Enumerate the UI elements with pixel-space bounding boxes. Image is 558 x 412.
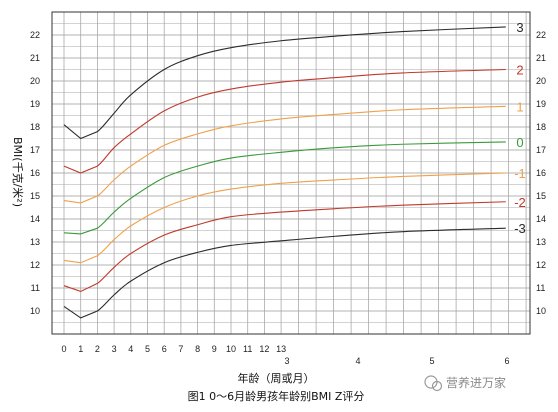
z-label-1: 1 (516, 99, 523, 114)
y-tick-label: 20 (30, 76, 40, 86)
x-tick-week: 4 (128, 344, 133, 354)
series-line-z3 (63, 26, 506, 140)
y-tick-label: 15 (30, 191, 40, 201)
series-line-z-1 (63, 172, 506, 264)
y-axis-label: BMI(千克/米²) (11, 137, 24, 207)
y-tick-label: 11 (31, 283, 40, 293)
z-score-labels: 3 2 1 0 -1 -2 -3 (514, 20, 526, 236)
x-tick-week: 13 (276, 344, 286, 354)
x-tick-week: 1 (78, 344, 83, 354)
y-tick-label-right: 14 (536, 214, 546, 224)
y-tick-label: 13 (30, 237, 40, 247)
x-tick-week: 3 (112, 344, 117, 354)
series-group (63, 26, 506, 319)
x-axis-label: 年龄（周或月） (238, 371, 315, 385)
watermark-text: 营养进万家 (446, 375, 506, 390)
y-tick-label-right: 22 (536, 30, 546, 40)
z-label-3: 3 (516, 20, 523, 35)
x-tick-week: 12 (259, 344, 269, 354)
y-tick-label-right: 19 (536, 99, 546, 109)
y-tick-label-right: 21 (536, 53, 546, 63)
x-tick-month: 4 (355, 356, 360, 366)
y-tick-label: 18 (30, 122, 40, 132)
y-tick-label-right: 20 (536, 76, 546, 86)
y-tick-label: 19 (30, 99, 40, 109)
x-tick-month: 5 (429, 356, 434, 366)
wechat-icon-inner (431, 380, 443, 392)
y-tick-label-right: 11 (536, 283, 545, 293)
grid (52, 11, 530, 335)
y-tick-label-right: 17 (536, 145, 546, 155)
series-line-z-2 (63, 201, 506, 293)
x-tick-week: 11 (243, 344, 252, 354)
y-tick-label-right: 12 (536, 260, 546, 270)
y-tick-label: 12 (30, 260, 40, 270)
figure-caption: 图1 0～6月龄男孩年龄别BMI Z评分 (188, 389, 365, 403)
x-tick-week: 7 (178, 344, 183, 354)
series-line-z-3 (63, 227, 506, 319)
watermark: 营养进万家 (424, 375, 506, 392)
x-tick-week: 9 (212, 344, 217, 354)
x-tick-month: 3 (284, 356, 289, 366)
x-tick-week: 10 (226, 344, 236, 354)
y-tick-label-right: 16 (536, 168, 546, 178)
y-ticks-left: 10 11 12 13 14 15 16 17 18 19 20 21 22 (30, 30, 40, 316)
y-tick-label-right: 10 (536, 306, 546, 316)
z-label--3: -3 (514, 221, 526, 236)
plot-frame (51, 11, 531, 335)
series-line-z0 (63, 141, 506, 235)
series-line-z1 (63, 105, 506, 204)
y-tick-label-right: 18 (536, 122, 546, 132)
z-label--2: -2 (514, 195, 526, 210)
x-tick-week: 2 (95, 344, 100, 354)
y-tick-label: 21 (30, 53, 40, 63)
y-tick-label: 22 (30, 30, 40, 40)
z-label-0: 0 (516, 135, 523, 150)
series-line-z2 (63, 68, 506, 174)
y-tick-label: 16 (30, 168, 40, 178)
x-ticks: 0 1 2 3 4 5 6 7 8 9 10 11 12 133 4 5 6 (61, 344, 509, 366)
z-label-2: 2 (516, 63, 523, 78)
y-tick-label: 17 (30, 145, 40, 155)
y-tick-label-right: 13 (536, 237, 546, 247)
x-tick-month: 6 (504, 356, 509, 366)
x-tick-week: 5 (145, 344, 150, 354)
y-tick-label: 14 (30, 214, 40, 224)
x-tick-week: 8 (195, 344, 200, 354)
y-ticks-right: 10 11 12 13 14 15 16 17 18 19 20 21 22 (536, 30, 546, 316)
x-tick-week: 6 (162, 344, 167, 354)
y-tick-label-right: 15 (536, 191, 546, 201)
z-label--1: -1 (514, 166, 526, 181)
x-tick-week: 0 (61, 344, 66, 354)
y-tick-label: 10 (30, 306, 40, 316)
